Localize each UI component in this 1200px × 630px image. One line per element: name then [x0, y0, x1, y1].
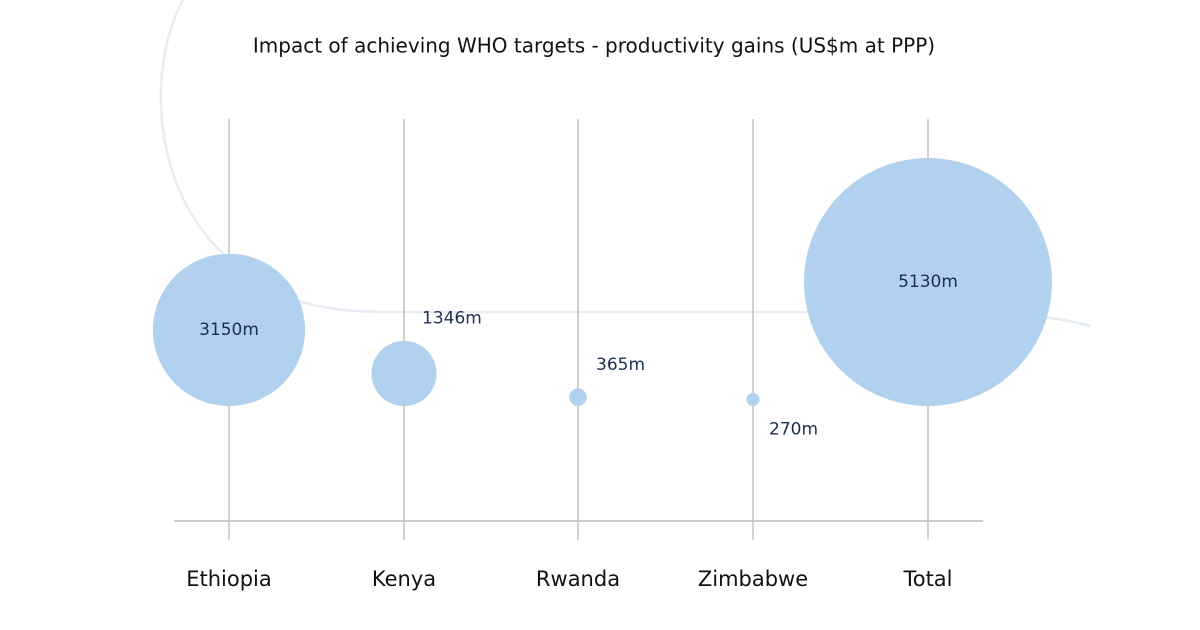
bubble [804, 158, 1052, 406]
chart-title: Impact of achieving WHO targets - produc… [253, 34, 935, 58]
data-label: 365m [596, 355, 645, 375]
data-label: 270m [769, 419, 818, 439]
data-label: 1346m [422, 308, 482, 328]
x-tick-label: Total [902, 567, 952, 591]
bubble [152, 253, 306, 406]
bubble [569, 388, 587, 407]
x-tick-label: Kenya [372, 567, 436, 591]
bubble [371, 340, 437, 407]
data-label: 3150m [199, 320, 259, 340]
x-tick-label: Rwanda [536, 567, 620, 591]
data-label: 5130m [898, 272, 958, 292]
x-tick-label: Ethiopia [186, 567, 272, 591]
bubble [746, 392, 760, 407]
x-tick-label: Zimbabwe [698, 567, 808, 591]
